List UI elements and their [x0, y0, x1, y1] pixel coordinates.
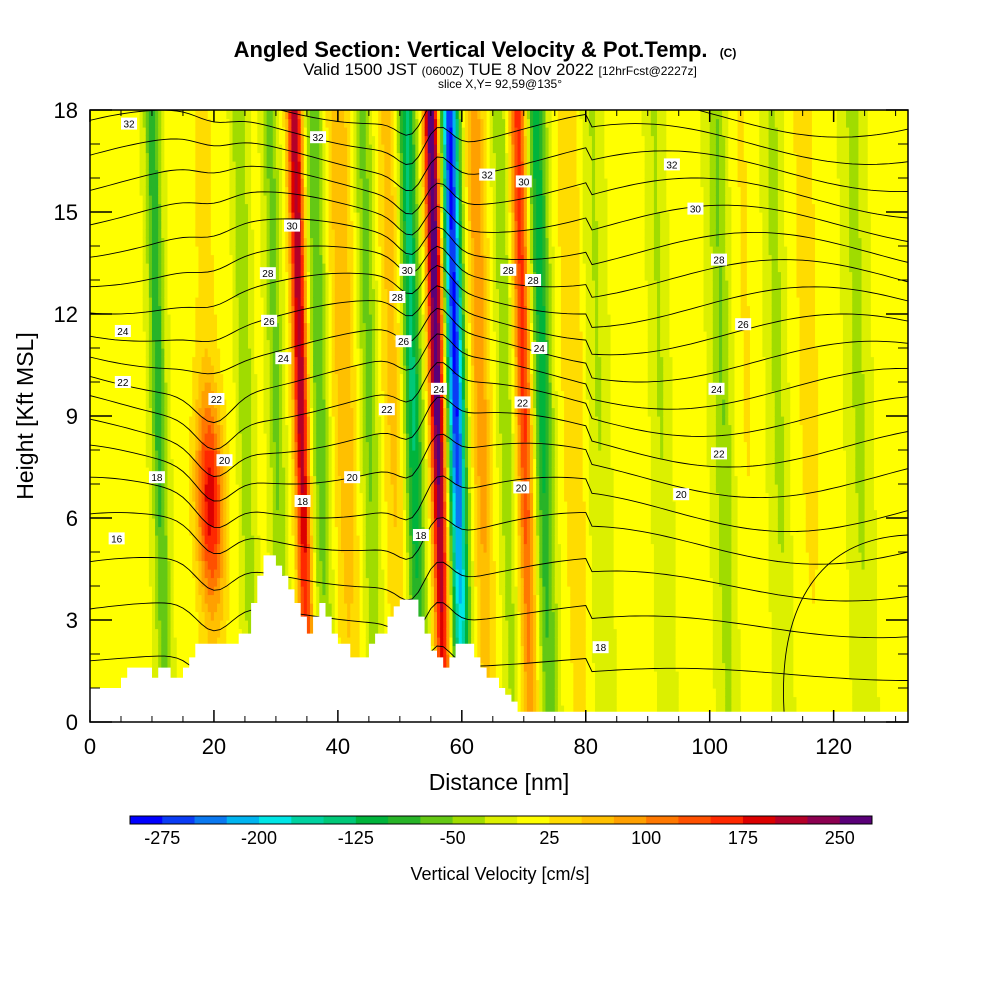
chart-slice-info: slice X,Y= 92,59@135° — [438, 77, 562, 91]
chart-title: Angled Section: Vertical Velocity & Pot.… — [234, 37, 737, 62]
plot-area: 3232323230303030282828282826262624242424… — [90, 83, 909, 723]
